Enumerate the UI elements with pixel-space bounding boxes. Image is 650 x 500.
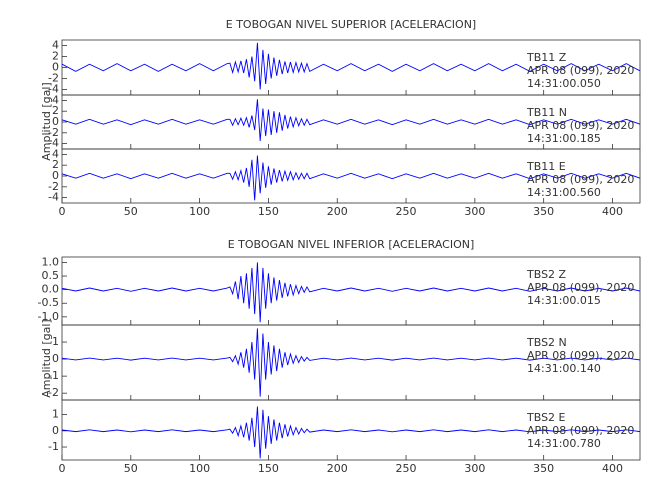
x-tick-label: 50 xyxy=(124,462,138,475)
y-axis-label: Amplitud [gal] xyxy=(40,319,53,397)
trace-annotation: 14:31:00.015 xyxy=(527,294,601,307)
y-tick-label: -1 xyxy=(48,369,59,382)
y-tick-label: 2 xyxy=(52,104,59,117)
x-tick-label: 150 xyxy=(258,205,279,218)
trace-annotation: 14:31:00.560 xyxy=(527,186,601,199)
y-tick-label: -2 xyxy=(48,180,59,193)
x-tick-label: 250 xyxy=(396,205,417,218)
trace-annotation: TBS2 E xyxy=(526,411,566,424)
trace-annotation: APR 08 (099), 2020 xyxy=(527,119,634,132)
y-tick-label: 2 xyxy=(52,158,59,171)
y-tick-label: 4 xyxy=(52,93,59,106)
x-tick-label: 350 xyxy=(533,205,554,218)
y-tick-label: 1 xyxy=(52,335,59,348)
trace-annotation: TB11 N xyxy=(526,106,567,119)
trace-annotation: APR 08 (099), 2020 xyxy=(527,349,634,362)
chart-title: E TOBOGAN NIVEL SUPERIOR [ACELERACION] xyxy=(226,18,476,31)
y-tick-label: 0 xyxy=(52,424,59,437)
x-tick-label: 150 xyxy=(258,462,279,475)
y-tick-label: -1 xyxy=(48,440,59,453)
trace xyxy=(61,328,641,397)
y-tick-label: 0 xyxy=(52,352,59,365)
trace-annotation: 14:31:00.780 xyxy=(527,437,601,450)
y-tick-label: 0 xyxy=(52,115,59,128)
trace-annotation: APR 08 (099), 2020 xyxy=(527,424,634,437)
trace-annotation: 14:31:00.140 xyxy=(527,362,601,375)
y-tick-label: 1 xyxy=(52,408,59,421)
x-tick-label: 400 xyxy=(602,462,623,475)
trace-annotation: 14:31:00.050 xyxy=(527,77,601,90)
y-tick-label: 1.0 xyxy=(42,255,60,268)
x-tick-label: 100 xyxy=(189,205,210,218)
x-tick-label: 200 xyxy=(327,205,348,218)
y-tick-label: -1.0 xyxy=(38,310,59,323)
x-tick-label: 0 xyxy=(59,205,66,218)
x-tick-label: 300 xyxy=(464,462,485,475)
trace-annotation: TB11 Z xyxy=(526,51,567,64)
x-tick-label: 250 xyxy=(396,462,417,475)
x-tick-label: 200 xyxy=(327,462,348,475)
trace-annotation: 14:31:00.185 xyxy=(527,132,601,145)
y-tick-label: 4 xyxy=(52,39,59,52)
trace-annotation: TBS2 Z xyxy=(526,268,567,281)
trace xyxy=(61,42,641,90)
chart-title: E TOBOGAN NIVEL INFERIOR [ACELERACION] xyxy=(228,238,475,251)
y-tick-label: 0 xyxy=(52,61,59,74)
y-tick-label: -2 xyxy=(48,386,59,399)
y-tick-label: 0.0 xyxy=(42,283,60,296)
y-tick-label: -2 xyxy=(48,126,59,139)
y-tick-label: 0 xyxy=(52,169,59,182)
y-tick-label: 4 xyxy=(52,147,59,160)
x-tick-label: 100 xyxy=(189,462,210,475)
trace xyxy=(61,99,641,141)
trace-annotation: APR 08 (099), 2020 xyxy=(527,173,634,186)
trace-annotation: APR 08 (099), 2020 xyxy=(527,281,634,294)
y-tick-label: -4 xyxy=(48,137,59,150)
y-tick-label: 2 xyxy=(52,50,59,63)
trace-annotation: APR 08 (099), 2020 xyxy=(527,64,634,77)
y-tick-label: -2 xyxy=(48,72,59,85)
y-tick-label: -4 xyxy=(48,83,59,96)
trace xyxy=(61,155,641,201)
x-tick-label: 0 xyxy=(59,462,66,475)
y-axis-label: Amplitud [gal] xyxy=(40,82,53,160)
trace-annotation: TBS2 N xyxy=(526,336,567,349)
x-tick-label: 300 xyxy=(464,205,485,218)
y-tick-label: 0.5 xyxy=(42,269,60,282)
trace xyxy=(61,406,641,459)
y-tick-label: -4 xyxy=(48,191,59,204)
trace-annotation: TB11 E xyxy=(526,160,566,173)
x-tick-label: 400 xyxy=(602,205,623,218)
x-tick-label: 350 xyxy=(533,462,554,475)
y-tick-label: -0.5 xyxy=(38,296,59,309)
x-tick-label: 50 xyxy=(124,205,138,218)
trace xyxy=(61,262,641,323)
